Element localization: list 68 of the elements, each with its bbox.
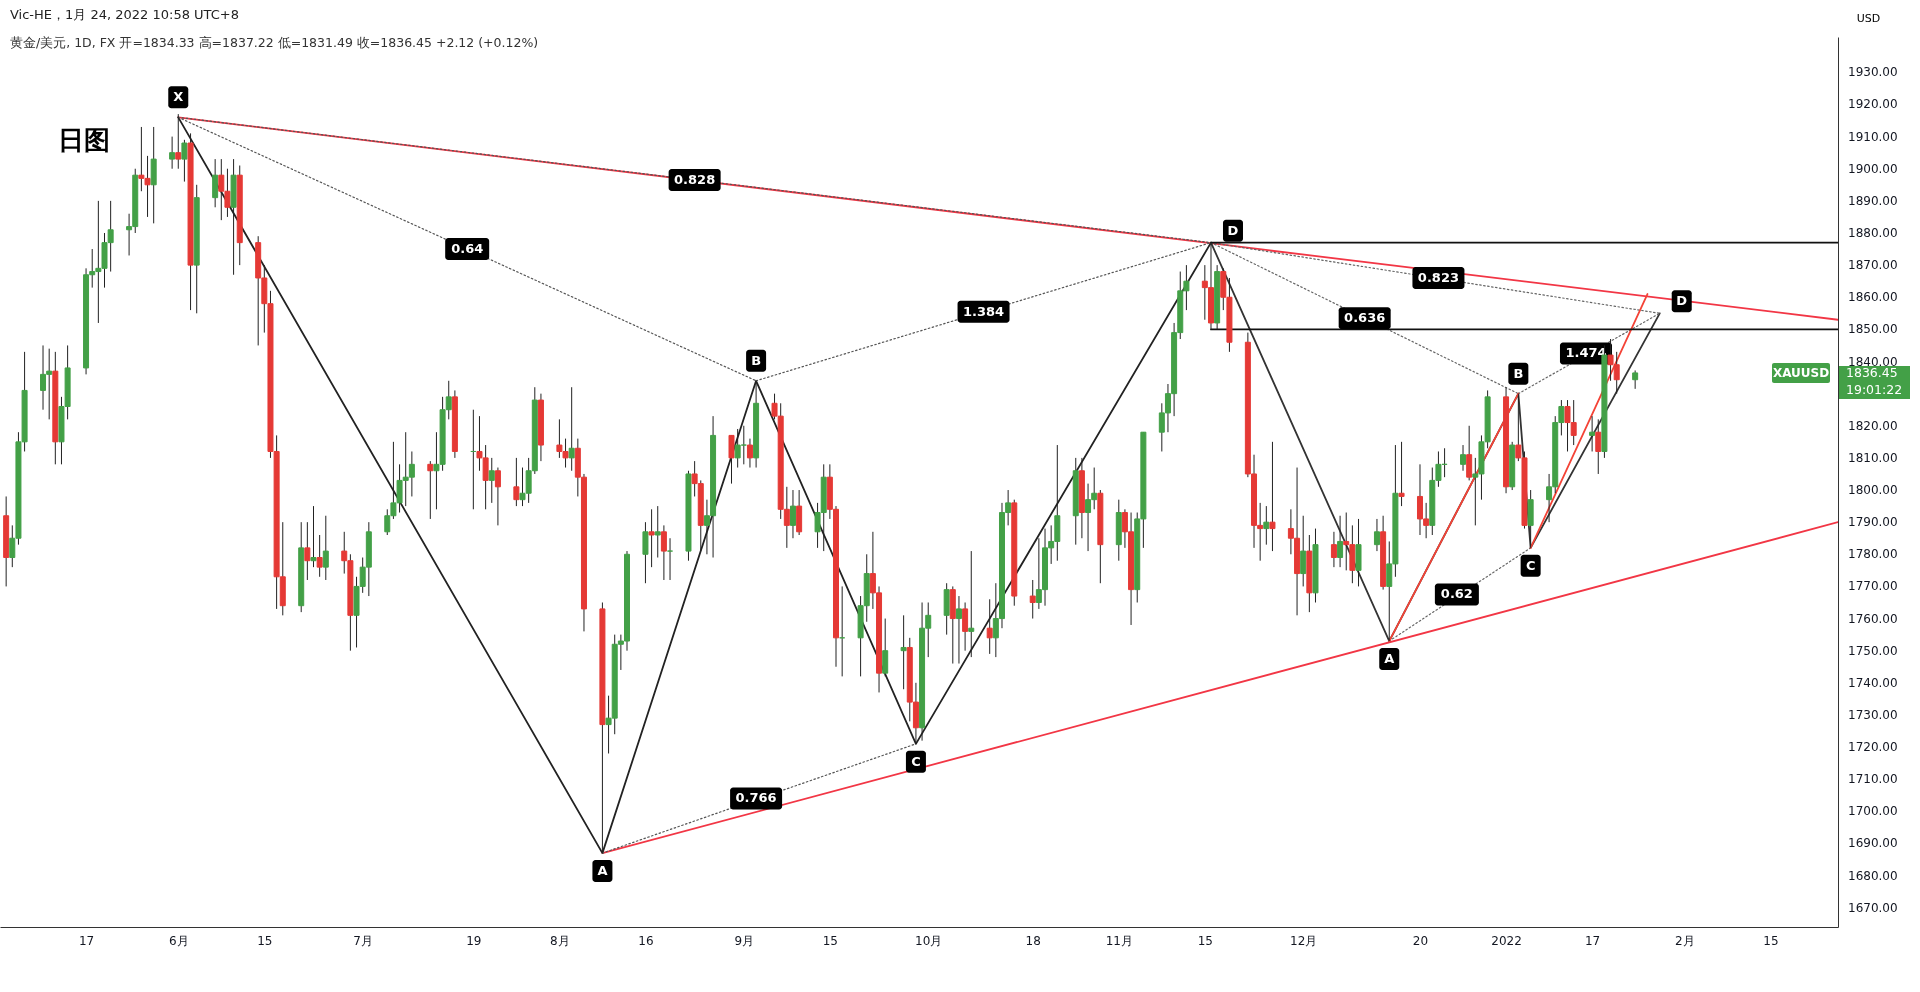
y-tick-label: 1750.00 [1848, 643, 1898, 658]
annotation: XAUUSD [1772, 365, 1830, 380]
y-tick-label: 1890.00 [1848, 193, 1898, 208]
x-tick-label: 18 [1025, 933, 1041, 948]
x-tick-label: 15 [257, 933, 273, 948]
x-tick-label: 6月 [168, 933, 189, 948]
y-tick-label: 1710.00 [1848, 772, 1898, 787]
y-tick-label: 1700.00 [1848, 804, 1898, 819]
x-tick-label: 2022 [1491, 933, 1522, 948]
annotation: A [1384, 651, 1395, 667]
x-tick-label: 2月 [1675, 933, 1695, 948]
y-tick-label: 1670.00 [1848, 900, 1898, 915]
x-tick-label: 10月 [915, 933, 943, 948]
annotation: 1.384 [962, 303, 1005, 319]
annotation: B [751, 352, 762, 368]
y-tick-label: 1920.00 [1848, 97, 1898, 112]
y-tick-label: 1690.00 [1848, 836, 1898, 851]
x-tick-label: 19 [466, 933, 482, 948]
y-tick-label: 1720.00 [1848, 740, 1898, 755]
annotation: C [1525, 557, 1536, 573]
x-tick-label: 15 [1763, 933, 1779, 948]
y-tick-label: 1780.00 [1848, 547, 1898, 562]
x-tick-label: 20 [1412, 933, 1429, 948]
y-tick-label: 1820.00 [1848, 418, 1898, 433]
y-tick-label: 1810.00 [1848, 450, 1898, 465]
y-tick-label: 1760.00 [1848, 611, 1898, 626]
text: 19:01:22 [1846, 381, 1903, 397]
x-tick-label: 15 [1197, 933, 1213, 948]
y-tick-label: 1680.00 [1848, 868, 1898, 883]
y-tick-label: 1800.00 [1848, 483, 1898, 498]
x-tick-label: 8月 [550, 933, 570, 948]
annotation: 1.474 [1565, 345, 1607, 361]
annotation: B [1513, 365, 1524, 381]
y-tick-label: 1790.00 [1848, 515, 1898, 530]
x-tick-label: 11月 [1105, 933, 1133, 948]
annotation: 黄金/美元, 1D, FX 开=1834.33 高=1837.22 低=1831.49 收=1836.45 +2.12 (+0.12%) [10, 34, 539, 52]
annotation: C [911, 753, 921, 769]
x-tick-label: 9月 [734, 933, 755, 948]
annotation: 0.823 [1417, 269, 1459, 285]
annotation: X [173, 89, 184, 105]
annotation: 0.766 [735, 790, 777, 806]
y-tick-label: 1740.00 [1848, 675, 1898, 690]
annotation: A [597, 863, 608, 879]
y-tick-label: 1870.00 [1848, 258, 1898, 273]
x-tick-label: 12月 [1290, 933, 1318, 948]
x-tick-label: 7月 [353, 933, 373, 948]
annotation: 0.828 [674, 171, 716, 187]
y-tick-label: 1840.00 [1848, 354, 1898, 369]
text: 日图 [58, 125, 110, 155]
annotation: 0.64 [451, 241, 484, 257]
text: Vic-HE，1月 24, 2022 10:58 UTC+8 [10, 6, 240, 24]
annotation: 0.62 [1440, 586, 1473, 602]
y-tick-label: 1730.00 [1848, 707, 1898, 722]
x-tick-label: 17 [78, 933, 95, 948]
y-tick-label: 1910.00 [1848, 129, 1898, 144]
annotation: D [1227, 222, 1239, 238]
y-tick-label: 1930.00 [1848, 65, 1898, 80]
x-tick-label: 16 [638, 933, 654, 948]
y-axis-title: USD [1856, 11, 1881, 25]
annotation: D [1676, 293, 1688, 309]
y-tick-label: 1880.00 [1848, 225, 1898, 240]
annotation: 0.636 [1344, 310, 1386, 326]
y-tick-label: 1900.00 [1848, 161, 1898, 176]
x-tick-label: 15 [822, 933, 839, 948]
y-tick-label: 1770.00 [1848, 579, 1898, 594]
y-tick-label: 1860.00 [1848, 290, 1898, 305]
x-tick-label: 17 [1584, 933, 1601, 948]
y-tick-label: 1850.00 [1848, 322, 1898, 337]
